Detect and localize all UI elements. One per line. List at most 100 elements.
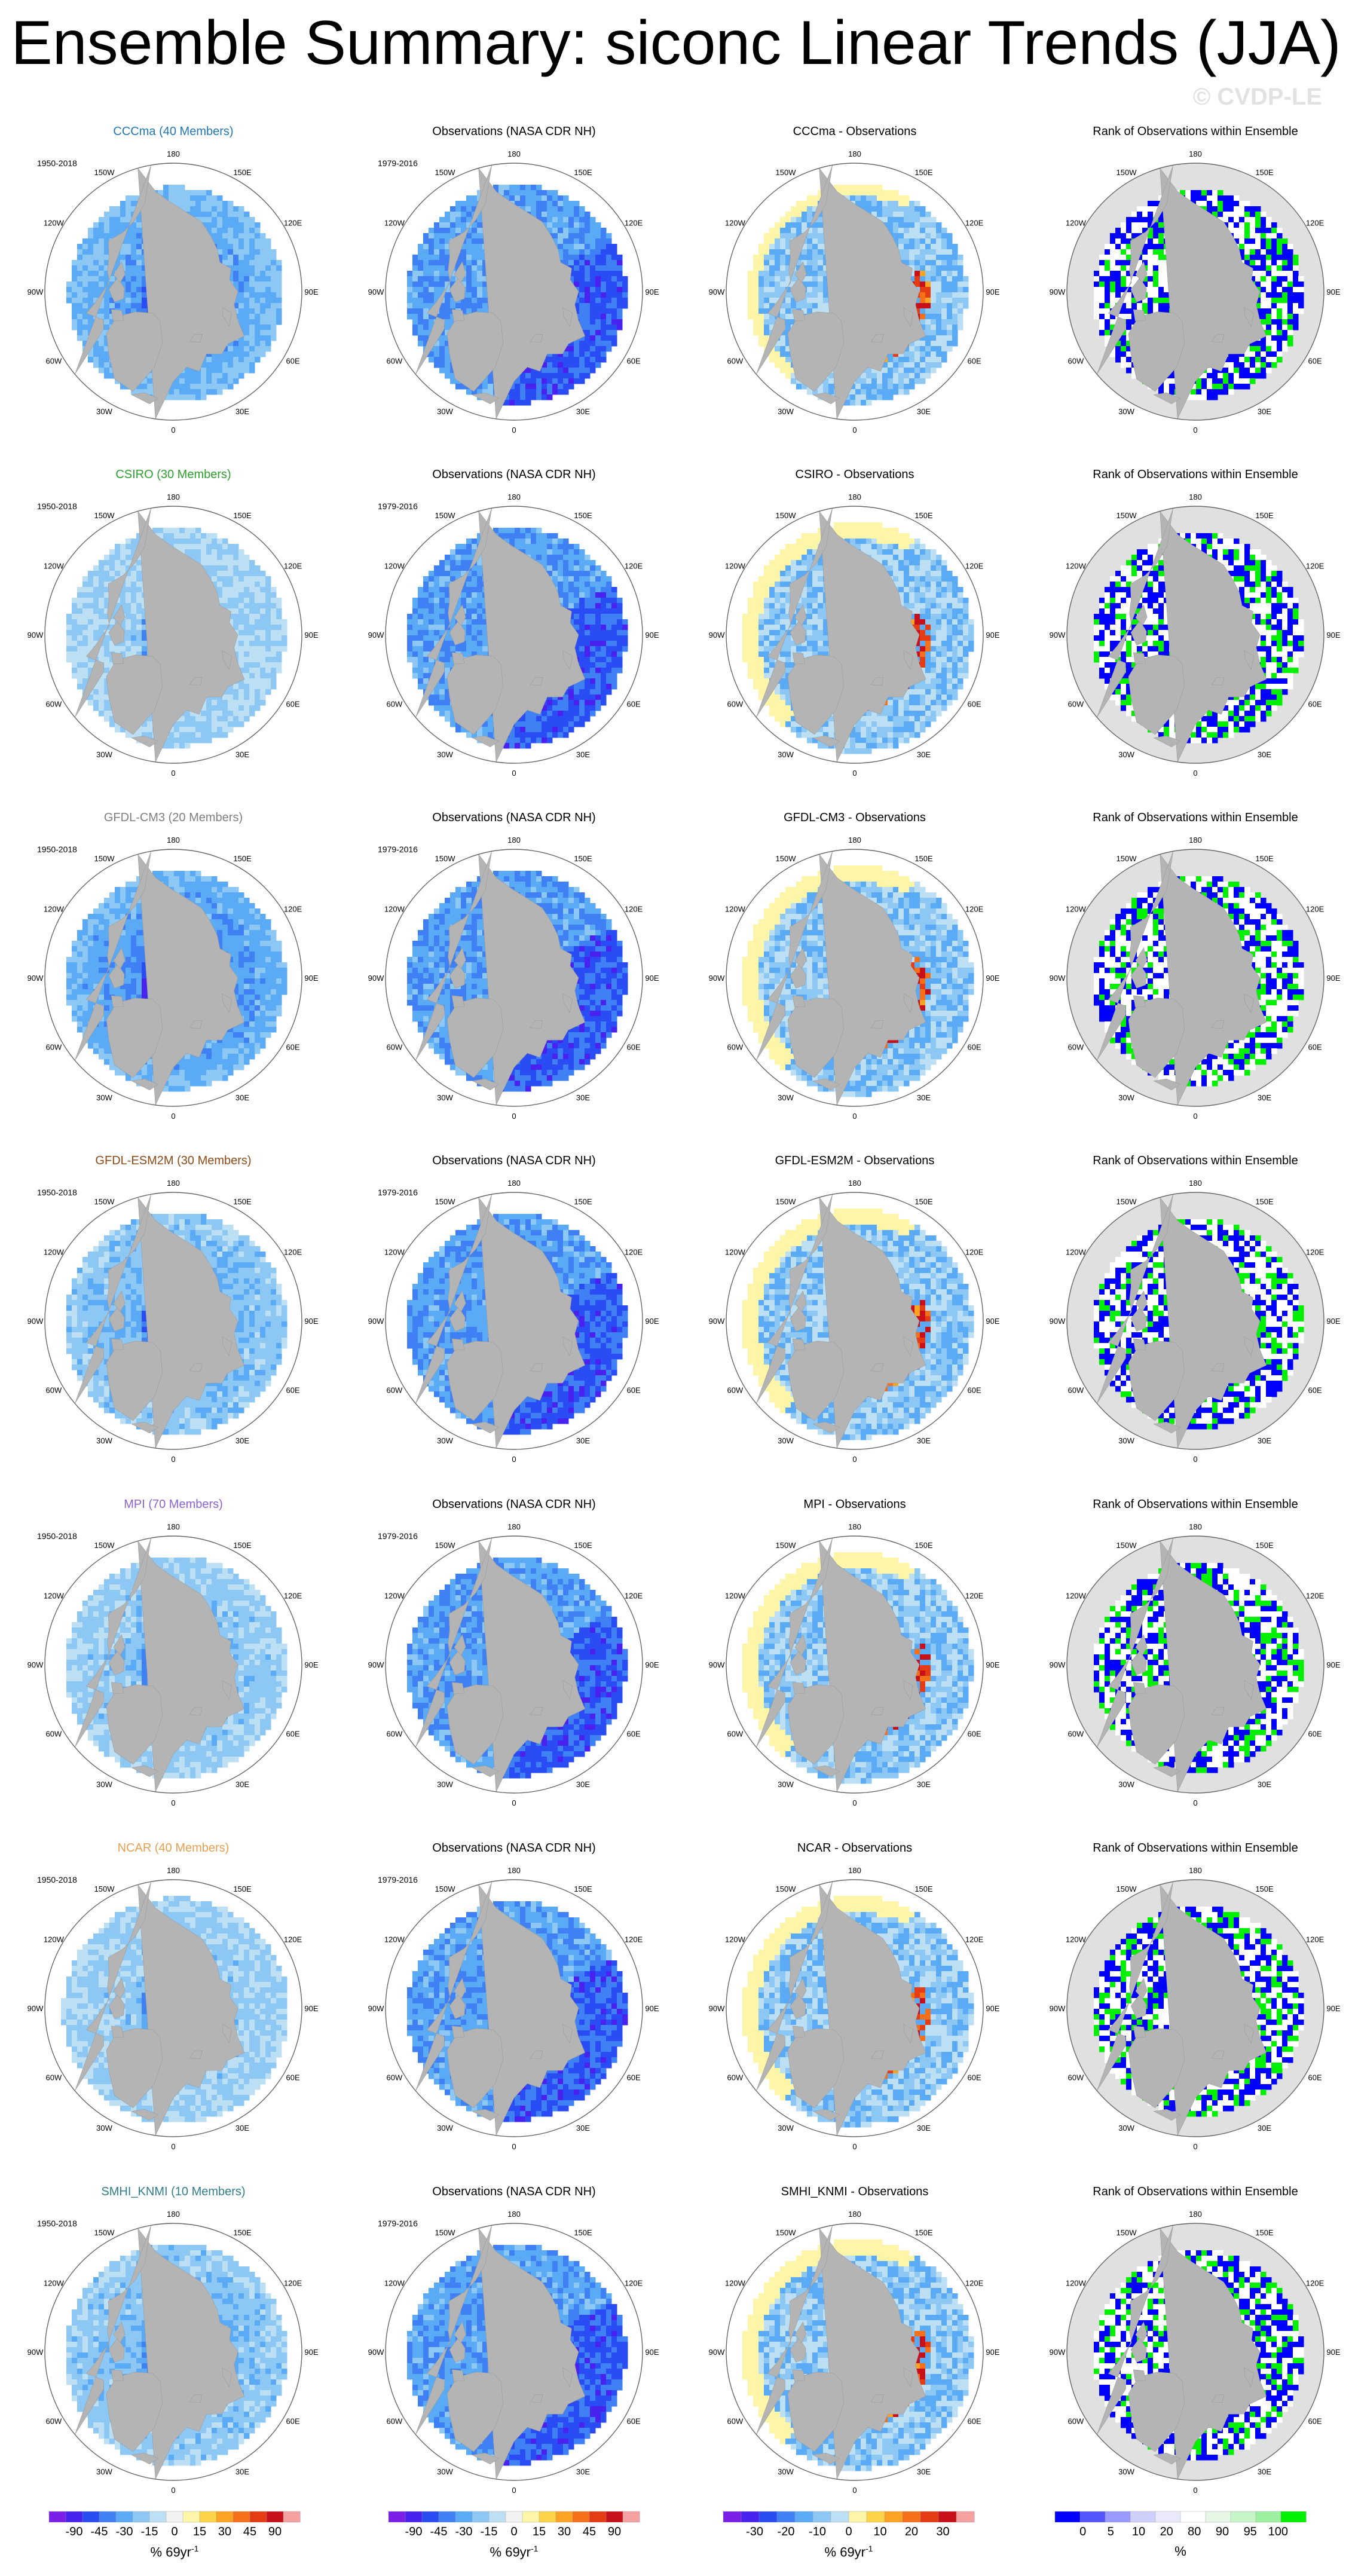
map-boundary: [385, 1535, 643, 1794]
map-boundary: [726, 849, 984, 1107]
colorbar-tick-label: 95: [1244, 2525, 1257, 2538]
model-panel-title: CCCma (40 Members): [12, 124, 335, 139]
colorbar-tick-label: 0: [845, 2525, 852, 2538]
longitude-label: 180: [1189, 492, 1202, 501]
longitude-label: 30E: [917, 2467, 931, 2476]
longitude-label: 90W: [27, 974, 44, 983]
page-title: Ensemble Summary: siconc Linear Trends (…: [0, 7, 1352, 79]
model-trend-panel: CSIRO (30 Members) 1950-2018 180 150E 120E 90…: [12, 467, 335, 802]
longitude-label: 60E: [968, 2073, 981, 2082]
longitude-label: 150W: [776, 168, 797, 177]
map-boundary: [1066, 1192, 1325, 1450]
longitude-label: 150E: [1255, 168, 1274, 177]
landmass: [415, 1194, 586, 1449]
longitude-label: 120W: [725, 1592, 746, 1601]
colorbar-tick-label: 30: [936, 2525, 949, 2538]
longitude-label: 60W: [387, 2417, 403, 2426]
longitude-label: 0: [512, 2486, 516, 2495]
landmass: [75, 851, 245, 1106]
longitude-label: 90W: [368, 1660, 384, 1669]
colorbar-swatch: [1205, 2511, 1231, 2523]
polar-map: 180 150E 120E 90E 60E 30E 0 30W 60W 90W 120W 150W: [368, 1522, 659, 1807]
polar-map: 180 150E 120E 90E 60E 30E 0 30W 60W 90W 120W 150W: [709, 2210, 1000, 2495]
colorbar-swatch: [555, 2511, 573, 2523]
longitude-label: 30W: [778, 2467, 794, 2476]
colorbar-tick-label: 0: [510, 2525, 517, 2538]
longitude-label: 90W: [27, 2348, 44, 2357]
model-trend-panel: SMHI_KNMI (10 Members) 1950-2018 180 150E 12…: [12, 2185, 335, 2519]
difference-panel: MPI - Observations 180 150E 120E 90E 60E 30E 0 3…: [693, 1497, 1016, 1832]
longitude-label: 150E: [233, 511, 252, 520]
unit-exponent: -1: [191, 2544, 198, 2553]
longitude-label: 150E: [233, 168, 252, 177]
longitude-label: 90W: [709, 974, 725, 983]
longitude-label: 60W: [727, 2417, 744, 2426]
longitude-label: 0: [1193, 1798, 1197, 1807]
longitude-label: 120W: [1066, 562, 1087, 571]
longitude-label: 60W: [727, 2073, 744, 2082]
period-label: 1950-2018: [37, 845, 77, 854]
longitude-label: 30W: [437, 2467, 453, 2476]
longitude-label: 30W: [778, 750, 794, 759]
longitude-label: 120W: [384, 1935, 405, 1944]
landmass: [1097, 851, 1267, 1106]
rank-panel: Rank of Observations within Ensemble 180 1…: [1034, 810, 1352, 1145]
polar-map: 180 150E 120E 90E 60E 30E 0 30W 60W 90W 120W 150W: [368, 492, 659, 778]
longitude-label: 60E: [968, 1730, 981, 1739]
longitude-label: 90E: [1326, 287, 1340, 296]
observation-colorbar: -90 -45 -30 -15 0 15 30 45 90 % 69yr-1: [388, 2511, 640, 2565]
unit-exponent: -1: [531, 2544, 538, 2553]
observation-trend-panel: Observations (NASA CDR NH) 1979-2016 180 15…: [353, 810, 675, 1145]
longitude-label: 150W: [94, 854, 115, 863]
longitude-label: 120W: [1066, 905, 1087, 914]
longitude-label: 150W: [435, 854, 456, 863]
longitude-label: 150E: [574, 168, 592, 177]
rank-panel: Rank of Observations within Ensemble 180 1…: [1034, 1497, 1352, 1832]
longitude-label: 60W: [46, 2073, 62, 2082]
colorbar-swatch: [505, 2511, 523, 2523]
longitude-label: 150E: [574, 511, 592, 520]
longitude-label: 120W: [44, 1592, 65, 1601]
difference-panel: GFDL-CM3 - Observations 180 150E 120E 90E 60E…: [693, 810, 1016, 1145]
longitude-label: 120E: [284, 905, 302, 914]
longitude-label: 30W: [437, 1093, 453, 1102]
longitude-label: 30W: [96, 2467, 112, 2476]
model-trend-panel: GFDL-CM3 (20 Members) 1950-2018 180 150E 120…: [12, 810, 335, 1145]
observation-panel-title: Observations (NASA CDR NH): [353, 467, 675, 482]
longitude-label: 60W: [1068, 357, 1084, 366]
longitude-label: 90W: [1050, 631, 1066, 640]
landmass: [1097, 2225, 1267, 2480]
longitude-label: 0: [852, 426, 857, 435]
observation-panel-title: Observations (NASA CDR NH): [353, 1154, 675, 1168]
rank-panel-title: Rank of Observations within Ensemble: [1034, 1497, 1352, 1512]
longitude-label: 120E: [625, 1935, 643, 1944]
longitude-label: 150E: [233, 1884, 252, 1893]
polar-map: 180 150E 120E 90E 60E 30E 0 30W 60W 90W 120W 150W: [368, 836, 659, 1121]
longitude-label: 60E: [1308, 1043, 1322, 1052]
longitude-label: 150E: [233, 1197, 252, 1206]
landmass: [75, 165, 245, 420]
longitude-label: 0: [171, 1112, 175, 1121]
polar-map: 180 150E 120E 90E 60E 30E 0 30W 60W 90W 120W 150W: [27, 1522, 319, 1807]
difference-panel: CCCma - Observations 180 150E 120E 90E 60E 30E…: [693, 124, 1016, 459]
longitude-label: 30E: [917, 1780, 931, 1789]
longitude-label: 150W: [776, 511, 797, 520]
map-boundary: [1066, 163, 1325, 421]
longitude-label: 120E: [1306, 1592, 1325, 1601]
longitude-label: 90E: [304, 631, 318, 640]
longitude-label: 30W: [437, 750, 453, 759]
period-label: 1950-2018: [37, 1875, 77, 1884]
colorbar-swatch: [522, 2511, 540, 2523]
map-boundary: [1066, 1879, 1325, 2137]
longitude-label: 60E: [1308, 700, 1322, 709]
map-boundary: [1066, 1535, 1325, 1794]
colorbar-tick-label: -45: [430, 2525, 448, 2538]
longitude-label: 0: [1193, 1112, 1197, 1121]
longitude-label: 60E: [627, 1730, 641, 1739]
longitude-label: 30W: [1118, 1436, 1134, 1445]
longitude-label: 120W: [725, 905, 746, 914]
longitude-label: 150E: [914, 2228, 933, 2237]
difference-panel: GFDL-ESM2M - Observations 180 150E 120E 90E 6…: [693, 1154, 1016, 1488]
colorbar-swatch: [1105, 2511, 1131, 2523]
longitude-label: 120E: [284, 219, 302, 228]
